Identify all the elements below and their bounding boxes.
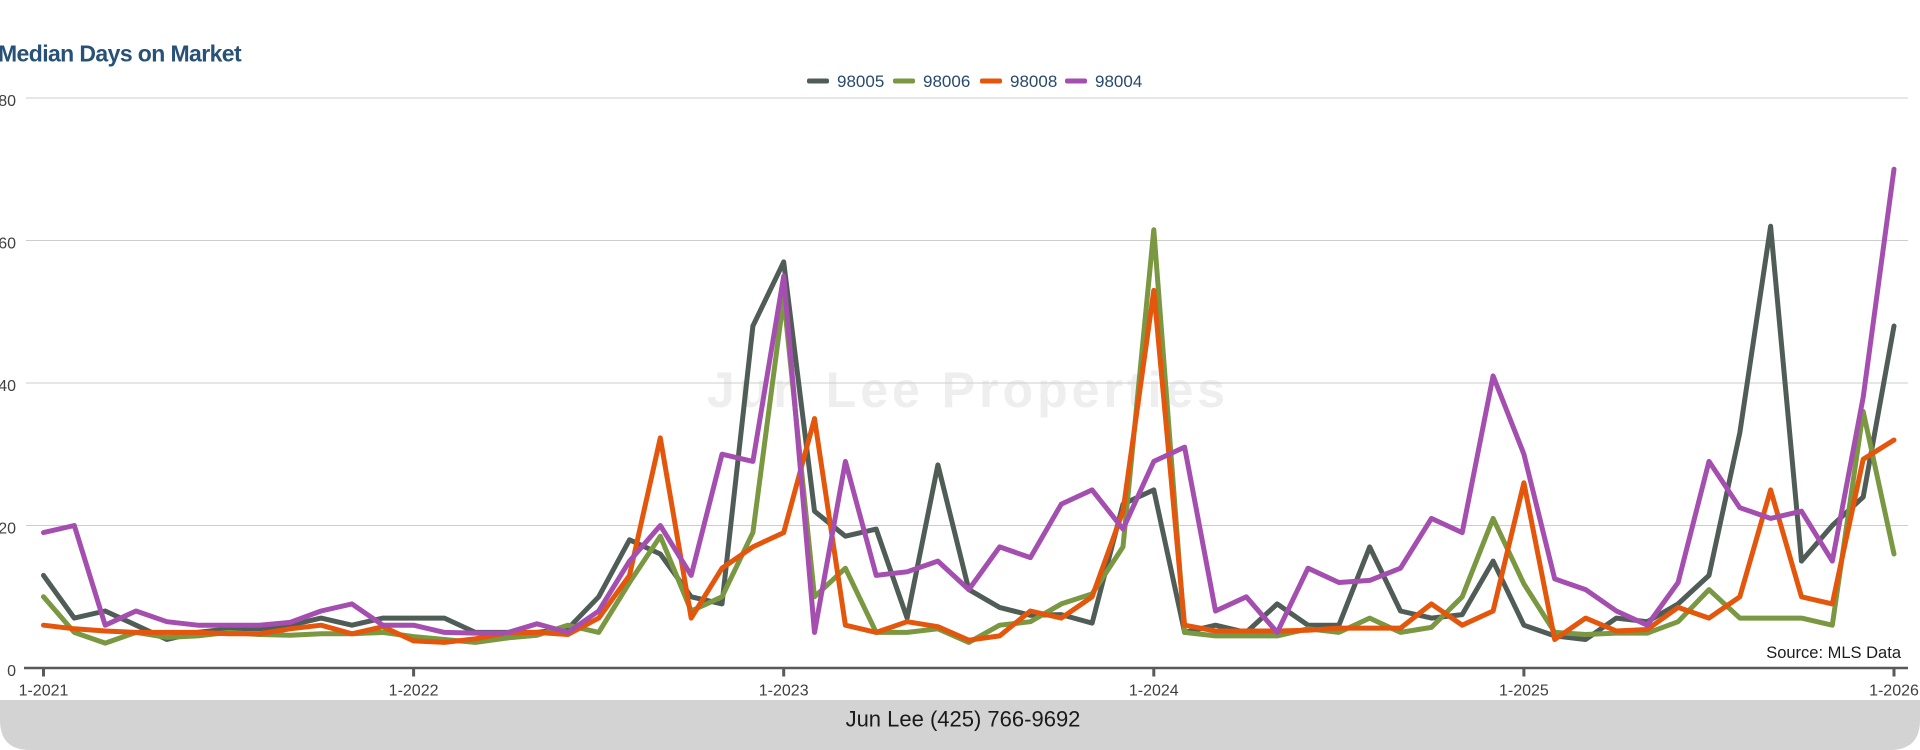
svg-text:1-2025: 1-2025 xyxy=(1499,683,1549,700)
svg-text:Source: MLS Data: Source: MLS Data xyxy=(1766,644,1902,662)
svg-text:40: 40 xyxy=(0,378,16,395)
svg-text:60: 60 xyxy=(0,236,16,253)
svg-text:Jun Lee Properties: Jun Lee Properties xyxy=(707,362,1229,418)
svg-text:Median Days on Market: Median Days on Market xyxy=(0,41,242,67)
svg-text:1-2023: 1-2023 xyxy=(759,683,809,700)
svg-text:98006: 98006 xyxy=(923,72,970,91)
svg-text:1-2026: 1-2026 xyxy=(1869,683,1919,700)
svg-text:80: 80 xyxy=(0,93,16,110)
svg-text:1-2024: 1-2024 xyxy=(1129,683,1179,700)
svg-text:98008: 98008 xyxy=(1010,72,1057,91)
svg-text:0: 0 xyxy=(7,663,16,680)
svg-text:98005: 98005 xyxy=(837,72,884,91)
svg-text:1-2022: 1-2022 xyxy=(389,683,439,700)
svg-text:98004: 98004 xyxy=(1095,72,1142,91)
svg-text:20: 20 xyxy=(0,521,16,538)
svg-text:1-2021: 1-2021 xyxy=(19,683,69,700)
svg-text:Jun Lee (425) 766-9692: Jun Lee (425) 766-9692 xyxy=(846,707,1081,732)
